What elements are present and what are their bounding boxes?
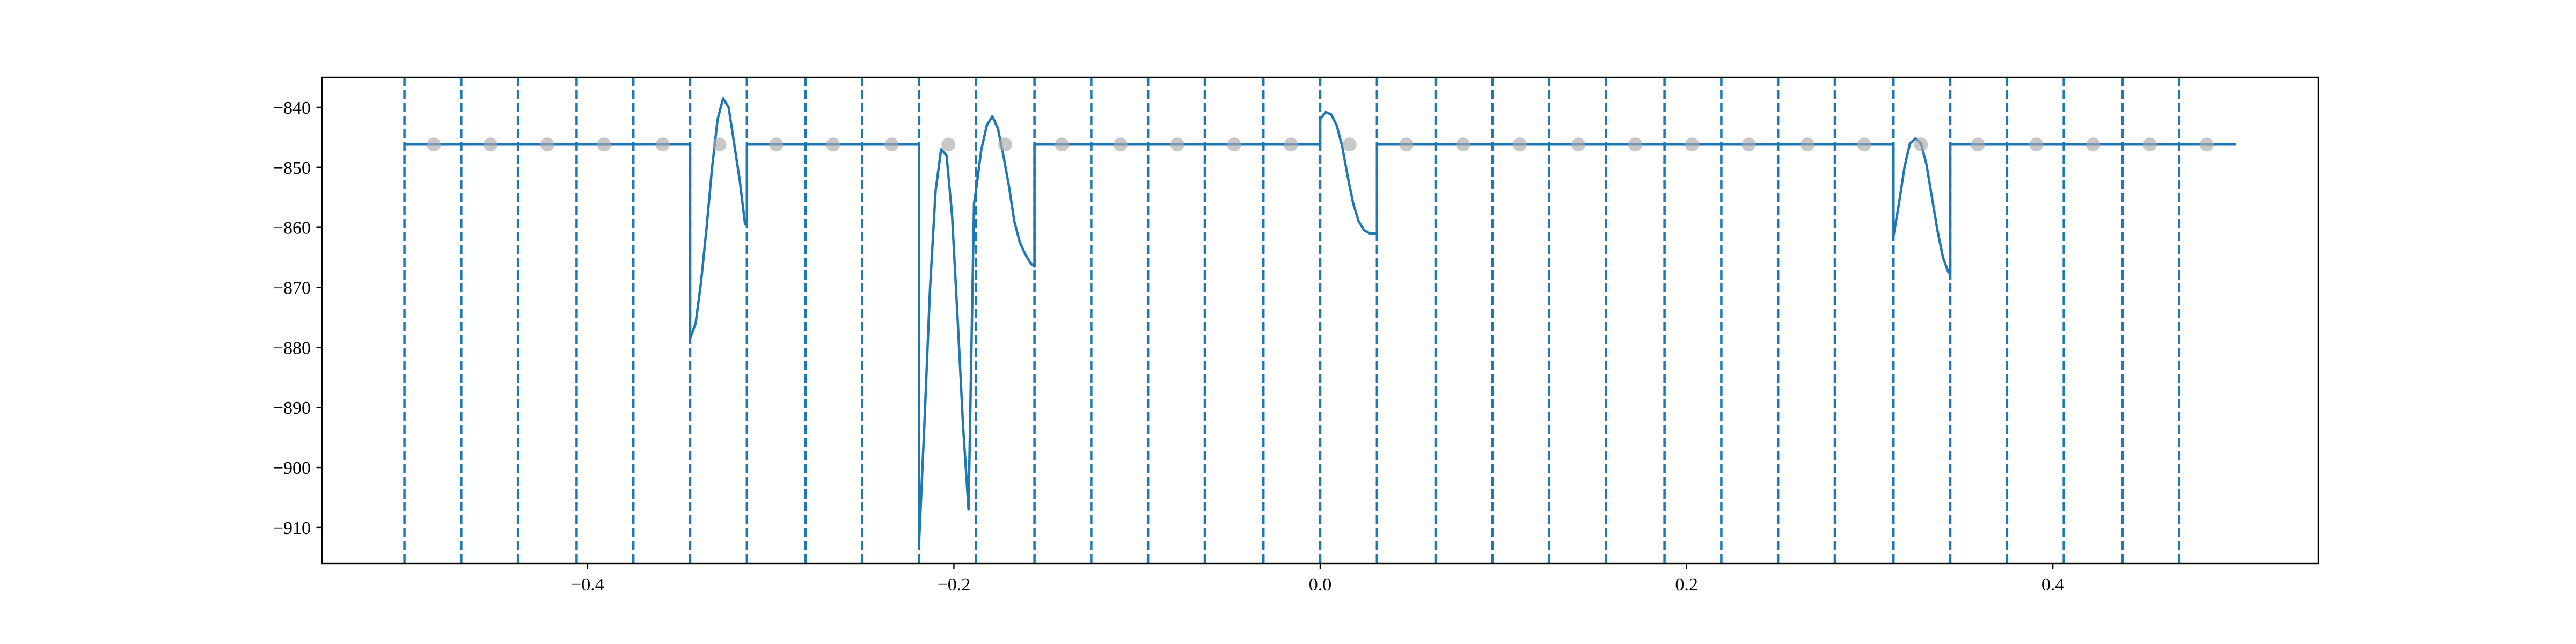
marker-22	[1685, 137, 1699, 152]
marker-0	[427, 137, 441, 152]
series-lines	[404, 97, 2236, 544]
markers	[427, 137, 2214, 152]
x-tick-label-4: 0.4	[2041, 575, 2065, 595]
marker-26	[1914, 137, 1928, 152]
x-tick-label-0: −0.4	[571, 575, 604, 595]
marker-21	[1628, 137, 1643, 152]
x-tick-label-3: 0.2	[1675, 575, 1698, 595]
marker-28	[2029, 137, 2044, 152]
y-tick-label-2: −860	[273, 218, 311, 238]
y-tick-label-4: −880	[273, 338, 311, 358]
marker-14	[1227, 137, 1241, 152]
marker-6	[769, 137, 784, 152]
y-tick-label-5: −890	[273, 398, 311, 418]
marker-12	[1114, 137, 1128, 152]
marker-19	[1513, 137, 1527, 152]
marker-2	[540, 137, 554, 152]
y-tick-label-6: −900	[273, 458, 311, 478]
marker-18	[1456, 137, 1470, 152]
marker-31	[2199, 137, 2214, 152]
y-tick-label-0: −840	[273, 98, 311, 118]
y-tick-label-3: −870	[273, 278, 311, 298]
x-axis-ticks: −0.4 −0.2 0.0 0.2 0.4	[571, 564, 2064, 595]
marker-13	[1170, 137, 1184, 152]
marker-7	[826, 137, 840, 152]
marker-24	[1800, 137, 1814, 152]
marker-8	[884, 137, 899, 152]
marker-29	[2086, 137, 2101, 152]
marker-5	[712, 137, 727, 152]
marker-15	[1284, 137, 1298, 152]
marker-9	[941, 137, 956, 152]
x-tick-label-1: −0.2	[938, 575, 971, 595]
marker-25	[1857, 137, 1871, 152]
marker-10	[998, 137, 1012, 152]
y-tick-label-7: −910	[273, 518, 311, 538]
marker-16	[1342, 137, 1357, 152]
marker-27	[1971, 137, 1985, 152]
y-axis-ticks: −840 −850 −860 −870 −880 −890 −900 −910	[273, 98, 322, 538]
marker-23	[1741, 137, 1756, 152]
marker-4	[655, 137, 670, 152]
marker-20	[1571, 137, 1586, 152]
series-line-0	[404, 97, 2236, 544]
marker-1	[483, 137, 497, 152]
marker-3	[597, 137, 611, 152]
x-tick-label-2: 0.0	[1309, 575, 1332, 595]
marker-17	[1399, 137, 1414, 152]
marker-30	[2143, 137, 2157, 152]
marker-11	[1055, 137, 1069, 152]
y-tick-label-1: −850	[273, 158, 311, 178]
